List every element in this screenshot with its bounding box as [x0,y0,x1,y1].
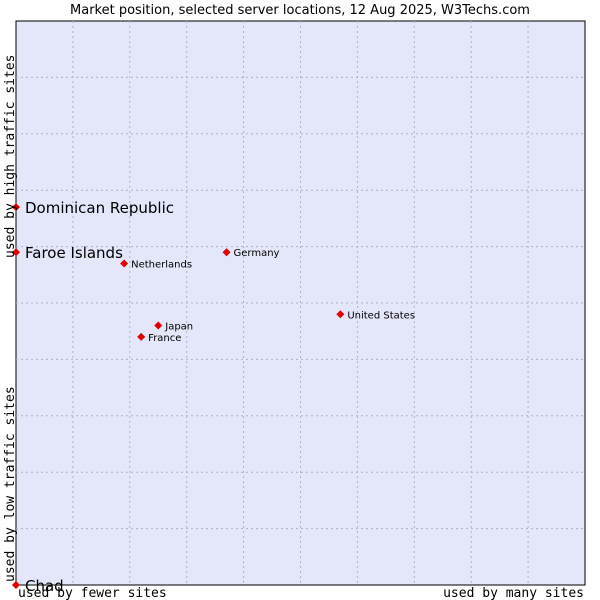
point-label-faroe-islands: Faroe Islands [25,244,123,262]
grid-lines [16,21,585,585]
y-axis-label-low: used by low traffic sites [3,386,18,582]
point-label-germany: Germany [234,248,280,259]
x-axis-label-low: used by fewer sites [18,586,167,600]
point-label-france: France [148,333,181,344]
chart-title: Market position, selected server locatio… [70,3,530,18]
point-marker-chad [12,581,20,589]
point-marker-faroe-islands [12,248,20,257]
point-label-dominican-republic: Dominican Republic [25,199,174,217]
point-label-chad: Chad [25,577,64,595]
y-axis-label-high: used by high traffic sites [3,55,18,259]
point-marker-japan [154,321,163,330]
point-marker-france [137,332,146,341]
point-marker-united-states [336,310,345,319]
point-label-united-states: United States [347,310,415,321]
x-axis-label-high: used by many sites [443,586,584,600]
data-points: United States Germany Netherlands JapanFran… [12,199,415,595]
point-marker-dominican-republic [12,203,20,212]
point-label-netherlands: Netherlands [131,260,192,271]
point-marker-netherlands [120,259,129,268]
point-marker-germany [222,248,231,257]
point-label-japan: Japan [164,322,193,333]
